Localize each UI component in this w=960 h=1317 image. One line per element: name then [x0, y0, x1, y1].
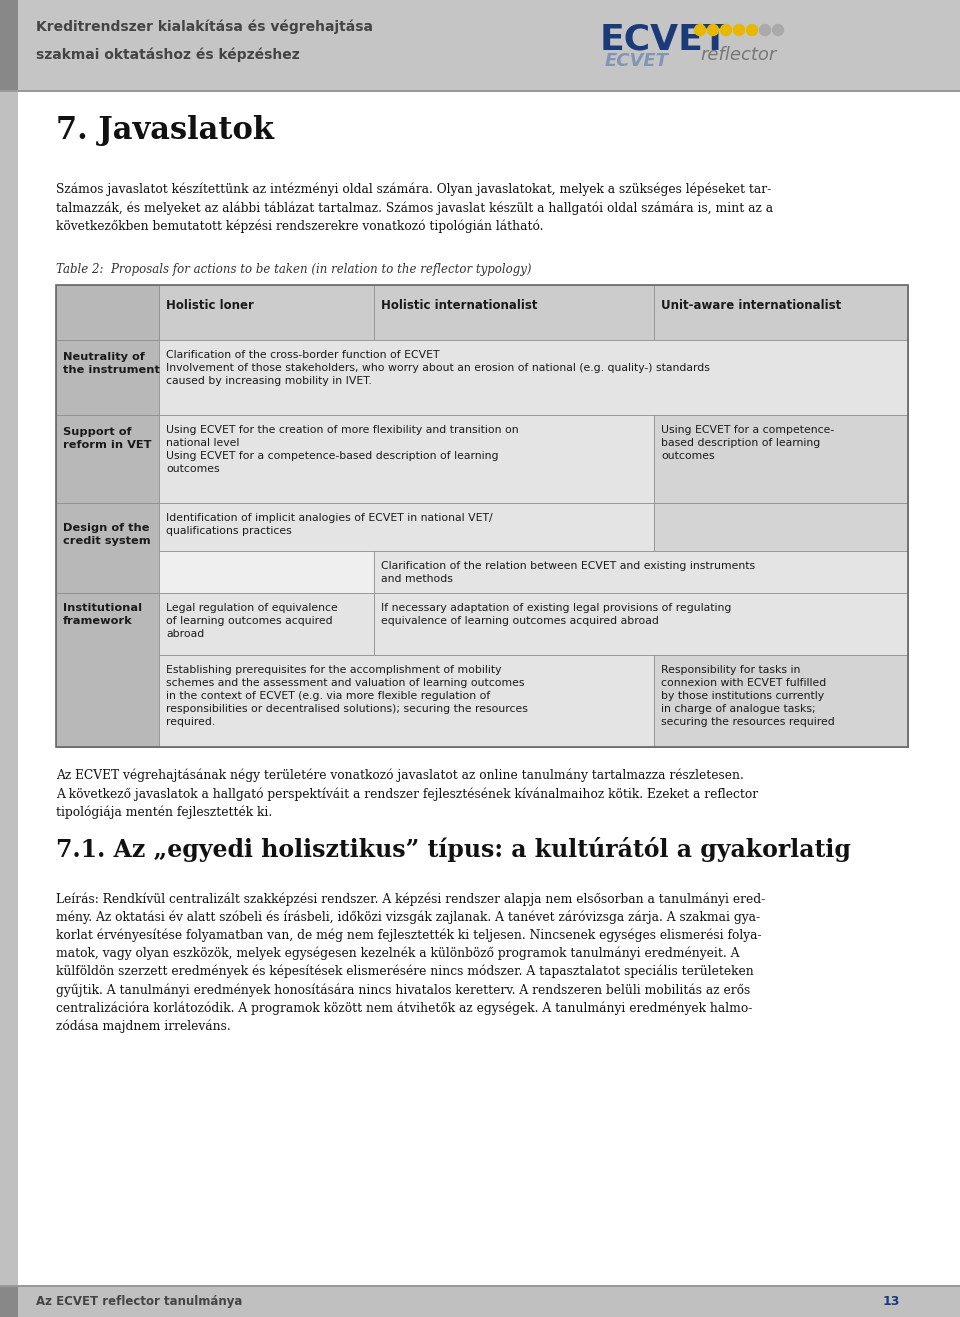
Text: Clarification of the relation between ECVET and existing instruments
and methods: Clarification of the relation between EC… — [381, 561, 756, 583]
Bar — [56, 593, 159, 747]
Circle shape — [747, 25, 757, 36]
Text: Responsibility for tasks in
connexion with ECVET fulfilled
by those institutions: Responsibility for tasks in connexion wi… — [661, 665, 835, 727]
Circle shape — [733, 25, 745, 36]
Text: Institutional
framework: Institutional framework — [63, 603, 142, 626]
Bar — [374, 551, 908, 593]
Text: Establishing prerequisites for the accomplishment of mobility
schemes and the as: Establishing prerequisites for the accom… — [166, 665, 528, 727]
Bar — [654, 655, 908, 747]
Bar — [374, 593, 908, 655]
Bar — [0, 0, 18, 90]
Bar — [0, 92, 18, 1317]
Text: Identification of implicit analogies of ECVET in national VET/
qualifications pr: Identification of implicit analogies of … — [166, 514, 492, 536]
Bar — [56, 340, 159, 415]
Bar — [56, 415, 159, 503]
Text: Using ECVET for a competence-
based description of learning
outcomes: Using ECVET for a competence- based desc… — [661, 425, 834, 461]
Bar — [159, 551, 374, 593]
Bar — [654, 284, 908, 340]
Text: Support of
reform in VET: Support of reform in VET — [63, 427, 152, 450]
Text: Holistic internationalist: Holistic internationalist — [381, 299, 538, 312]
Bar — [159, 415, 654, 503]
Circle shape — [773, 25, 783, 36]
Bar — [159, 340, 908, 415]
Text: Clarification of the cross-border function of ECVET
Involvement of those stakeho: Clarification of the cross-border functi… — [166, 350, 709, 386]
Bar — [0, 1287, 18, 1317]
Text: Az ECVET reflector tanulmánya: Az ECVET reflector tanulmánya — [36, 1295, 242, 1308]
Text: Leírás: Rendkívül centralizált szakképzési rendszer. A képzési rendszer alapja n: Leírás: Rendkívül centralizált szakképzé… — [56, 892, 765, 1033]
Text: Számos javaslatot készítettünk az intézményi oldal számára. Olyan javaslatokat, : Számos javaslatot készítettünk az intézm… — [56, 183, 773, 233]
Text: Legal regulation of equivalence
of learning outcomes acquired
abroad: Legal regulation of equivalence of learn… — [166, 603, 338, 639]
Bar — [159, 503, 654, 551]
Text: Holistic loner: Holistic loner — [166, 299, 253, 312]
Bar — [0, 0, 960, 90]
Text: szakmai oktatáshoz és képzéshez: szakmai oktatáshoz és képzéshez — [36, 47, 300, 62]
Bar — [654, 415, 908, 503]
Text: 7.1. Az „egyedi holisztikus” típus: a kultúrától a gyakorlatig: 7.1. Az „egyedi holisztikus” típus: a ku… — [56, 838, 851, 863]
Text: 13: 13 — [882, 1295, 900, 1308]
Text: Az ECVET végrehajtásának négy területére vonatkozó javaslatot az online tanulmán: Az ECVET végrehajtásának négy területére… — [56, 769, 758, 819]
Text: Using ECVET for the creation of more flexibility and transition on
national leve: Using ECVET for the creation of more fle… — [166, 425, 518, 474]
Bar — [654, 503, 908, 551]
Bar — [56, 284, 159, 340]
Bar — [159, 284, 374, 340]
Bar — [0, 1285, 960, 1287]
Bar — [159, 593, 374, 655]
Circle shape — [694, 25, 706, 36]
Circle shape — [721, 25, 732, 36]
Text: If necessary adaptation of existing legal provisions of regulating
equivalence o: If necessary adaptation of existing lega… — [381, 603, 732, 626]
Text: Kreditrendszer kialakítása és végrehajtása: Kreditrendszer kialakítása és végrehajtá… — [36, 20, 373, 34]
Text: Neutrality of
the instrument: Neutrality of the instrument — [63, 352, 160, 375]
Text: ECVET: ECVET — [605, 51, 669, 70]
Text: reflector: reflector — [700, 46, 777, 65]
Text: Table 2:  Proposals for actions to be taken (in relation to the reflector typolo: Table 2: Proposals for actions to be tak… — [56, 263, 532, 277]
Text: Unit-aware internationalist: Unit-aware internationalist — [661, 299, 841, 312]
Circle shape — [759, 25, 771, 36]
Bar — [56, 284, 908, 747]
Text: 7. Javaslatok: 7. Javaslatok — [56, 115, 274, 146]
Text: Design of the
credit system: Design of the credit system — [63, 523, 151, 545]
Bar — [0, 1287, 960, 1317]
Text: ECVET: ECVET — [600, 22, 729, 57]
Bar — [0, 90, 960, 92]
Circle shape — [708, 25, 718, 36]
Bar — [56, 503, 159, 593]
Bar — [159, 655, 654, 747]
Bar — [374, 284, 654, 340]
